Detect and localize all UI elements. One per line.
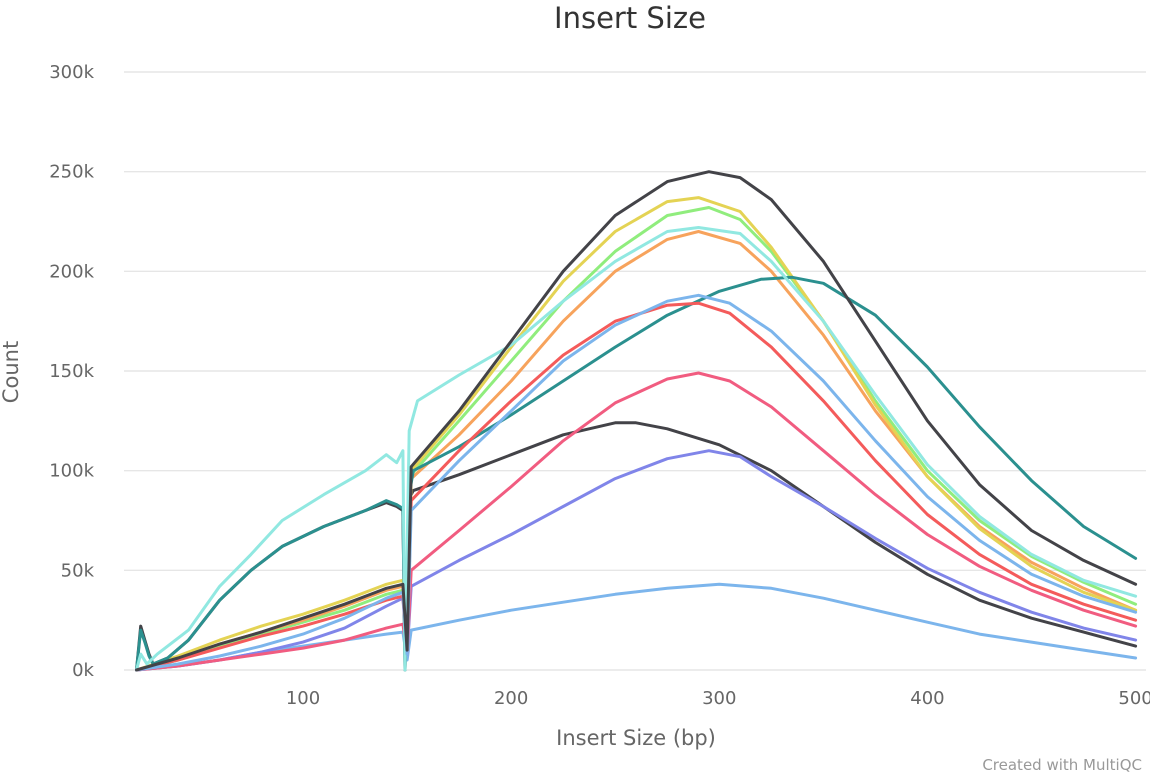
y-axis-tick-labels: 0k 50k 100k 150k 200k 250k 300k [49,62,94,681]
series-line-3 [135,206,1138,672]
x-tick-label: 100 [286,688,320,709]
y-tick-label: 50k [61,560,95,581]
series-line-4 [135,230,1138,672]
y-tick-label: 0k [72,660,94,681]
x-axis-tick-labels: 100 200 300 400 500 [286,688,1150,709]
chart-title: Insert Size [554,1,706,35]
y-axis-title: Count [0,341,23,403]
series-line-11 [135,293,1138,672]
series-line-2 [135,421,1138,672]
credit-label: Created with MultiQC [982,756,1142,774]
y-tick-label: 200k [49,261,94,282]
y-tick-label: 100k [49,461,94,482]
series-line-9 [135,301,1138,672]
series-line-5 [135,449,1138,672]
series-line-8 [135,275,1138,672]
x-tick-label: 400 [910,688,944,709]
x-axis-title: Insert Size (bp) [556,726,716,750]
series-line-1 [135,582,1138,672]
x-tick-label: 200 [494,688,528,709]
y-tick-label: 300k [49,62,94,83]
x-tick-label: 500 [1118,688,1150,709]
y-tick-label: 250k [49,162,94,183]
series-line-6 [135,371,1138,672]
series-lines [135,170,1138,672]
series-line-7 [135,196,1138,672]
series-line-10 [135,226,1138,672]
series-line-12 [135,170,1138,672]
y-tick-label: 150k [49,361,94,382]
grid-lines [124,71,1146,671]
x-tick-label: 300 [702,688,736,709]
